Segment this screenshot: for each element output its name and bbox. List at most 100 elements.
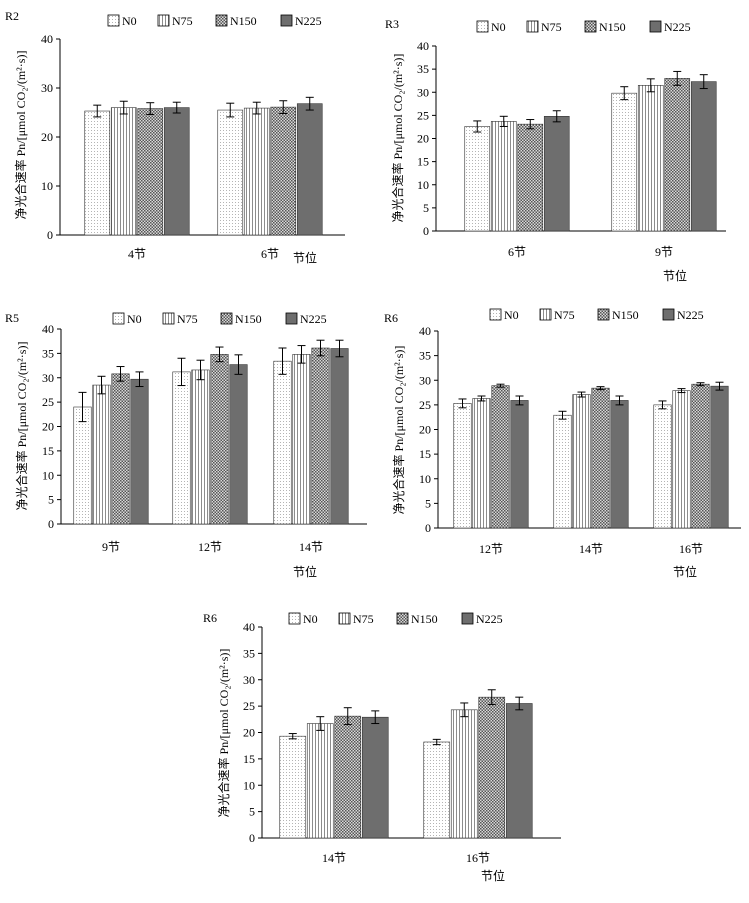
- bar-n150: [478, 696, 506, 839]
- category-label: 4节: [128, 247, 146, 261]
- error-bar-n0: [288, 733, 297, 740]
- legend-label-n75: N75: [541, 20, 562, 34]
- x-axis-label: 节位: [293, 564, 317, 579]
- bar-n225: [163, 107, 190, 236]
- legend-swatch-n0: [489, 308, 502, 321]
- y-tick-label: 10: [417, 178, 429, 192]
- y-tick-label: 10: [41, 179, 53, 193]
- legend-item-n75: N75: [338, 612, 374, 626]
- legend-label-n150: N150: [599, 20, 626, 34]
- bar-n150: [491, 385, 510, 529]
- bar-n225: [505, 703, 533, 839]
- panel-label: R3: [385, 17, 399, 31]
- category-label: 14节: [299, 540, 323, 554]
- error-bar-n150: [343, 707, 352, 726]
- category-label: 12节: [198, 540, 222, 554]
- legend-label-n150: N150: [230, 14, 257, 28]
- bar-n150: [311, 347, 330, 525]
- error-bar-n0: [658, 400, 667, 410]
- y-tick-label: 30: [42, 371, 54, 385]
- panel-1: R2 N0 N75 N150 N225 0 10 20 30 40 净光合速率 Pn/[μmol C…: [5, 9, 345, 265]
- y-tick-label: 0: [423, 224, 429, 238]
- legend-item-n0: N0: [112, 312, 142, 326]
- panel-label: R5: [5, 311, 19, 325]
- y-tick-label: 40: [417, 39, 429, 53]
- category-label: 14节: [579, 542, 603, 556]
- error-bar-n150: [526, 119, 535, 130]
- category-group-3: [273, 339, 349, 525]
- x-axis-label: 节位: [663, 268, 687, 283]
- category-group-2: [611, 70, 717, 232]
- legend-swatch-n225: [649, 20, 662, 33]
- y-tick-label: 30: [243, 673, 255, 687]
- error-bar-n225: [305, 96, 314, 111]
- legend-label-n75: N75: [172, 14, 193, 28]
- legend-item-n0: N0: [107, 14, 137, 28]
- legend-label-n225: N225: [664, 20, 691, 34]
- bar-n150: [591, 387, 610, 529]
- bar-n0: [217, 109, 244, 236]
- y-tick-label: 0: [48, 517, 54, 531]
- bar-n0: [172, 371, 191, 525]
- x-axis-label: 节位: [481, 868, 505, 883]
- error-bar-n150: [146, 102, 155, 115]
- bar-n225: [690, 81, 717, 232]
- error-bar-n0: [93, 104, 102, 118]
- legend-swatch-n225: [662, 308, 675, 321]
- x-axis-label: 节位: [293, 250, 317, 265]
- category-group-1: [73, 366, 149, 525]
- legend-swatch-n0: [288, 612, 301, 625]
- y-tick-label: 5: [249, 805, 255, 819]
- error-bar-n225: [135, 371, 144, 388]
- y-tick-label: 25: [417, 108, 429, 122]
- legend-swatch-n150: [215, 14, 228, 27]
- y-tick-label: 25: [42, 395, 54, 409]
- error-bar-n150: [673, 70, 682, 86]
- y-tick-label: 40: [41, 32, 53, 46]
- error-bar-n75: [119, 100, 128, 115]
- error-bar-n75: [316, 716, 325, 731]
- bar-n0: [453, 403, 472, 529]
- bar-n0: [423, 741, 451, 839]
- error-bar-n225: [371, 710, 380, 725]
- y-tick-label: 25: [419, 398, 431, 412]
- legend: N0 N75 N150 N225: [112, 312, 327, 326]
- legend-item-n0: N0: [476, 20, 506, 34]
- panel-2: R3 N0 N75 N150 N225 0 5 10 15 20 25 30 35 40 净光合速率 Pn/…: [385, 17, 726, 283]
- error-bar-n225: [615, 395, 624, 406]
- error-bar-n0: [226, 102, 235, 118]
- bar-n0: [611, 92, 638, 232]
- category-label: 16节: [679, 542, 703, 556]
- category-group-1: [84, 100, 190, 236]
- legend-label-n150: N150: [612, 308, 639, 322]
- error-bar-n75: [577, 391, 586, 398]
- legend-swatch-n0: [476, 20, 489, 33]
- category-group-1: [464, 110, 570, 232]
- legend-swatch-n150: [396, 612, 409, 625]
- category-label: 9节: [655, 245, 673, 259]
- legend-label-n150: N150: [411, 612, 438, 626]
- bar-n225: [330, 348, 349, 525]
- error-bar-n225: [699, 74, 708, 90]
- y-tick-label: 35: [243, 646, 255, 660]
- category-label: 9节: [102, 540, 120, 554]
- bar-n0: [84, 110, 111, 236]
- y-tick-label: 20: [243, 726, 255, 740]
- y-tick-label: 0: [249, 831, 255, 845]
- error-bar-n225: [552, 110, 561, 123]
- bar-n75: [490, 121, 517, 232]
- error-bar-n225: [172, 101, 181, 114]
- y-axis-label: 净光合速率 Pn/[μmol CO₂/(m²·s)]: [216, 649, 231, 818]
- category-group-2: [217, 96, 323, 236]
- error-bar-n150: [316, 339, 325, 357]
- bar-n75: [572, 394, 591, 529]
- y-tick-label: 15: [42, 444, 54, 458]
- legend: N0 N75 N150 N225: [476, 20, 691, 34]
- legend-item-n150: N150: [220, 312, 262, 326]
- legend-swatch-n75: [526, 20, 539, 33]
- legend-item-n0: N0: [288, 612, 318, 626]
- error-bar-n75: [297, 345, 306, 364]
- category-group-3: [653, 381, 729, 529]
- y-tick-label: 35: [417, 62, 429, 76]
- y-tick-label: 15: [417, 155, 429, 169]
